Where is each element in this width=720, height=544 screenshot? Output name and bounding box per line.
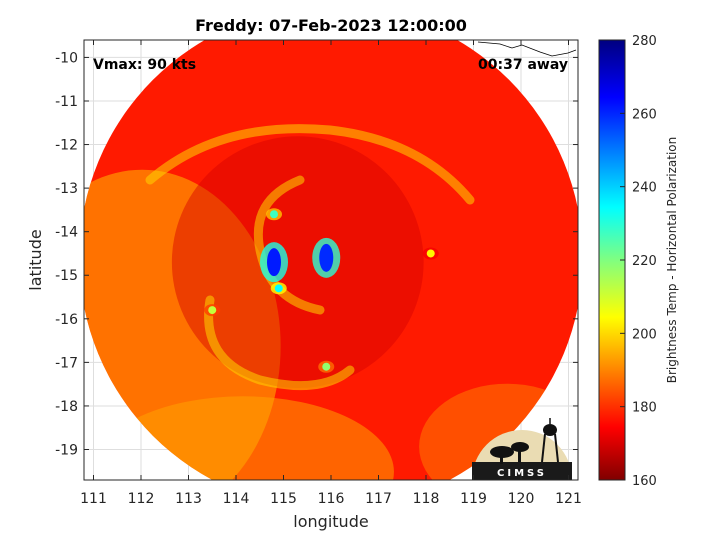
x-tick-label: 119 (460, 491, 487, 507)
rain-band (253, 175, 325, 315)
y-tick-label: -11 (55, 94, 78, 110)
rain-band (204, 295, 355, 391)
y-tick-label: -14 (55, 225, 78, 241)
x-ticks: 111 112 113 114 115 116 117 118 119 120 121 (80, 40, 582, 507)
west-band-spot (208, 306, 217, 315)
x-tick-label: 114 (223, 491, 250, 507)
cimss-logo: CIMSS (472, 418, 572, 480)
east-band-spot (426, 249, 435, 258)
band-spot-south (274, 284, 283, 293)
y-tick-label: -17 (55, 355, 78, 371)
swath-dark-core (171, 136, 424, 389)
north-band (270, 210, 278, 219)
colorbar-tick-label: 280 (632, 34, 657, 49)
x-axis-label: longitude (293, 512, 368, 531)
x-tick-label: 116 (318, 491, 345, 507)
coastline (477, 41, 577, 57)
eyewall-east (319, 243, 334, 272)
logo-text: CIMSS (497, 468, 547, 479)
y-ticks: -10 -11 -12 -13 -14 -15 -16 -17 -18 -19 (55, 50, 578, 459)
colorbar-ticks: 160 180 200 220 240 260 280 (620, 34, 657, 489)
swath-south-edge (91, 396, 394, 480)
chart-title: Freddy: 07-Feb-2023 12:00:00 (195, 16, 467, 35)
colorbar-tick-label: 220 (632, 254, 657, 269)
x-tick-label: 120 (508, 491, 535, 507)
x-tick-label: 118 (413, 491, 440, 507)
x-tick-label: 113 (175, 491, 202, 507)
colorbar-label: Brightness Temp - Horizontal Polarizatio… (665, 137, 679, 384)
x-tick-label: 117 (365, 491, 392, 507)
y-tick-label: -13 (55, 181, 78, 197)
x-tick-label: 121 (555, 491, 582, 507)
south-band-spot (322, 362, 331, 371)
y-tick-label: -19 (55, 443, 78, 459)
y-tick-label: -10 (55, 50, 78, 66)
x-tick-label: 111 (80, 491, 107, 507)
colorbar-tick-label: 200 (632, 327, 657, 342)
time-offset-annotation: 00:37 away (478, 57, 568, 73)
x-tick-label: 112 (128, 491, 155, 507)
x-tick-label: 115 (270, 491, 297, 507)
eyewall-west (267, 248, 281, 277)
y-axis-label: latitude (26, 229, 45, 290)
colorbar-tick-label: 240 (632, 181, 657, 196)
y-tick-label: -16 (55, 312, 78, 328)
y-tick-label: -15 (55, 268, 78, 284)
rain-band (145, 124, 475, 205)
colorbar-tick-label: 160 (632, 474, 657, 489)
colorbar-tick-label: 180 (632, 401, 657, 416)
vmax-annotation: Vmax: 90 kts (93, 57, 196, 73)
y-tick-label: -18 (55, 399, 78, 415)
colorbar-tick-label: 260 (632, 107, 657, 122)
y-tick-label: -12 (55, 138, 78, 154)
